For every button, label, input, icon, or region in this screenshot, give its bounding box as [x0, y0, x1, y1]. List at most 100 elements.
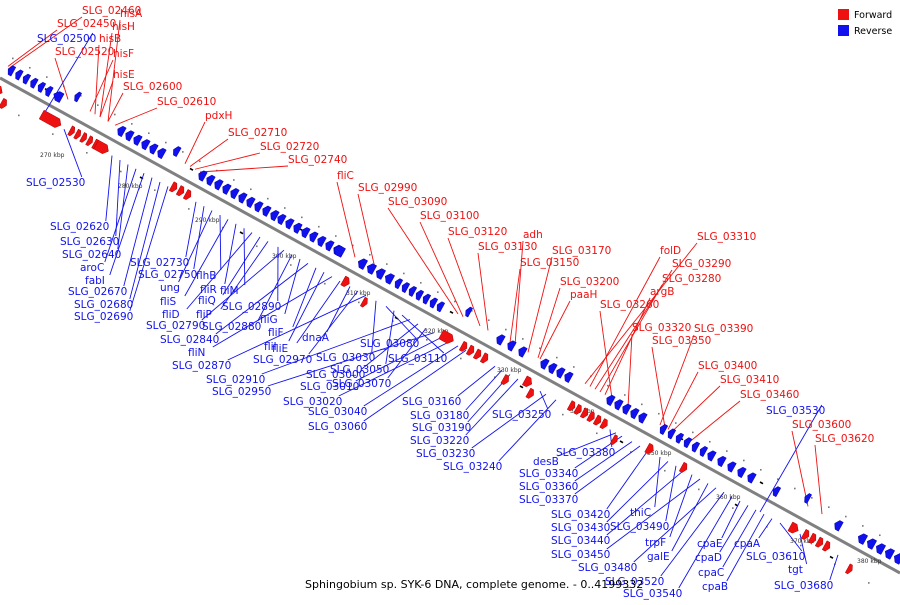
reverse-gene-arrow [409, 286, 417, 296]
reverse-gene-label: SLG_02970 [253, 354, 312, 366]
reverse-gene-arrow [684, 438, 692, 448]
marker-dot [675, 422, 677, 424]
reverse-gene-label: SLG_03440 [551, 535, 610, 547]
reverse-gene-arrow [718, 456, 727, 467]
reverse-gene-arrow [557, 368, 566, 379]
reverse-gene-arrow [326, 241, 335, 252]
forward-gene-label: SLG_03260 [600, 299, 659, 311]
marker-dot [596, 433, 598, 435]
marker-dot [556, 357, 558, 359]
reverse-gene-arrow [31, 78, 39, 88]
reverse-gene-arrow [466, 307, 473, 317]
reverse-gene-arrow [748, 473, 757, 484]
reverse-leader-line [327, 287, 350, 333]
marker-dot [641, 404, 643, 406]
reverse-gene-label: trpF [645, 537, 666, 549]
marker-dash [620, 441, 623, 443]
reverse-gene-arrow [126, 131, 135, 142]
marker-dot [460, 358, 462, 360]
reverse-gene-label: aroC [80, 262, 104, 274]
reverse-gene-label: SLG_02950 [212, 386, 271, 398]
reverse-gene-arrow [508, 341, 517, 352]
forward-gene-arrow [473, 349, 481, 359]
marker-dot [794, 488, 796, 490]
reverse-gene-label: SLG_03680 [774, 580, 833, 592]
marker-dot [256, 246, 258, 248]
reverse-gene-arrow [416, 290, 424, 300]
reverse-gene-label: SLG_03370 [519, 494, 578, 506]
reverse-gene-arrow [150, 144, 159, 155]
marker-dot [114, 114, 116, 116]
forward-gene-label: hisE [113, 69, 135, 81]
reverse-gene-label: flhB [196, 270, 216, 282]
reverse-gene-label: SLG_03420 [551, 509, 610, 521]
reverse-leader-line [106, 156, 112, 221]
forward-gene-arrow [466, 345, 474, 355]
reverse-gene-arrow [728, 462, 737, 473]
marker-dot [562, 414, 564, 416]
marker-dot [154, 189, 156, 191]
reverse-gene-label: SLG_02670 [68, 286, 127, 298]
reverse-gene-arrow [239, 193, 248, 204]
reverse-gene-arrow [134, 135, 143, 146]
marker-dot [120, 171, 122, 173]
forward-gene-arrow [169, 182, 177, 192]
marker-dot [46, 76, 48, 78]
reverse-gene-label: SLG_02880 [202, 321, 261, 333]
reverse-gene-label: fliM [220, 285, 239, 297]
reverse-gene-label: dnaA [302, 332, 330, 344]
marker-dash [450, 312, 453, 314]
forward-gene-arrow [176, 186, 184, 196]
reverse-gene-label: SLG_02750 [138, 269, 197, 281]
marker-dot [664, 470, 666, 472]
marker-dot [301, 217, 303, 219]
reverse-gene-label: SLG_02730 [130, 257, 189, 269]
reverse-gene-label: SLG_03360 [519, 481, 578, 493]
marker-dot [12, 58, 14, 60]
forward-gene-arrow [39, 110, 61, 127]
reverse-gene-arrow [158, 148, 167, 159]
reverse-gene-arrow [310, 232, 319, 243]
marker-dot [386, 263, 388, 265]
reverse-gene-label: fliN [188, 347, 205, 359]
forward-leader-line [200, 166, 288, 172]
reverse-gene-arrow [38, 82, 46, 92]
reverse-leader-line [722, 501, 740, 538]
forward-leader-line [108, 93, 123, 121]
forward-gene-label: hisH [112, 21, 135, 33]
forward-gene-label: SLG_02600 [123, 81, 182, 93]
marker-dot [879, 534, 881, 536]
reverse-gene-label: SLG_03110 [388, 353, 447, 365]
forward-gene-arrow [845, 564, 852, 574]
marker-dot [335, 235, 337, 237]
reverse-gene-label: cpaB [702, 581, 728, 593]
reverse-gene-label: SLG_02630 [60, 236, 119, 248]
marker-dot [188, 208, 190, 210]
marker-dash [830, 557, 833, 559]
reverse-gene-label: SLG_03240 [443, 461, 502, 473]
reverse-gene-label: SLG_02530 [26, 177, 85, 189]
reverse-gene-label: SLG_03530 [766, 405, 825, 417]
forward-gene-label: SLG_02610 [157, 96, 216, 108]
reverse-leader-line [130, 182, 160, 299]
reverse-gene-arrow [668, 429, 676, 439]
reverse-gene-arrow [867, 539, 876, 550]
marker-dot [692, 432, 694, 434]
reverse-gene-label: ung [160, 282, 180, 294]
reverse-gene-label: SLG_03380 [556, 447, 615, 459]
reverse-leader-line [285, 259, 300, 314]
reverse-gene-arrow [199, 171, 208, 182]
reverse-gene-arrow [255, 202, 264, 213]
forward-gene-arrow [501, 374, 509, 384]
forward-leader-line [115, 108, 157, 125]
reverse-leader-line [309, 291, 358, 354]
marker-dot [182, 151, 184, 153]
forward-gene-label: SLG_02710 [228, 127, 287, 139]
forward-gene-arrow [68, 126, 75, 136]
forward-gene-label: argB [650, 286, 674, 298]
legend-item-forward: Forward [838, 9, 892, 21]
reverse-gene-arrow [286, 219, 295, 230]
reverse-gene-label: fliQ [198, 295, 216, 307]
reverse-gene-label: desB [533, 456, 559, 468]
forward-gene-label: SLG_03620 [815, 433, 874, 445]
